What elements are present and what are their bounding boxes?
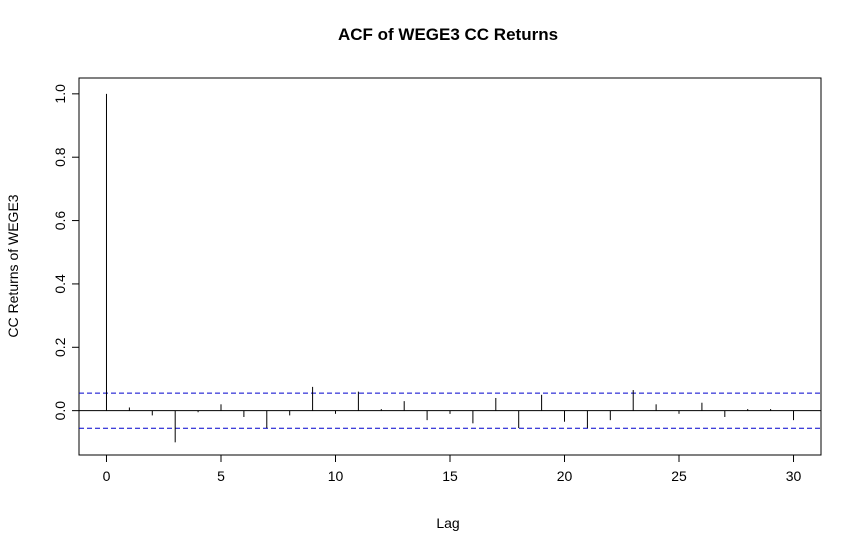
- x-axis-label: Lag: [436, 515, 459, 531]
- x-axis: 0 5 10 15 20 25 30: [103, 454, 802, 484]
- y-tick-label: 0.6: [52, 211, 68, 231]
- x-tick-label: 15: [442, 468, 458, 484]
- y-tick-label: 0.4: [52, 274, 68, 294]
- x-tick-label: 10: [328, 468, 344, 484]
- plot-box: [78, 77, 822, 456]
- acf-spikes: [105, 93, 795, 443]
- x-tick-label: 0: [103, 468, 111, 484]
- x-tick-label: 25: [671, 468, 687, 484]
- y-axis: 0.0 0.2 0.4 0.6 0.8 1.0: [52, 84, 80, 421]
- x-tick-label: 20: [557, 468, 573, 484]
- chart-title: ACF of WEGE3 CC Returns: [338, 25, 558, 44]
- y-tick-label: 0.0: [52, 401, 68, 421]
- y-axis-label: CC Returns of WEGE3: [5, 194, 21, 337]
- y-tick-label: 0.2: [52, 337, 68, 357]
- x-tick-label: 30: [786, 468, 802, 484]
- y-tick-label: 0.8: [52, 147, 68, 167]
- x-tick-label: 5: [217, 468, 225, 484]
- y-tick-label: 1.0: [52, 84, 68, 104]
